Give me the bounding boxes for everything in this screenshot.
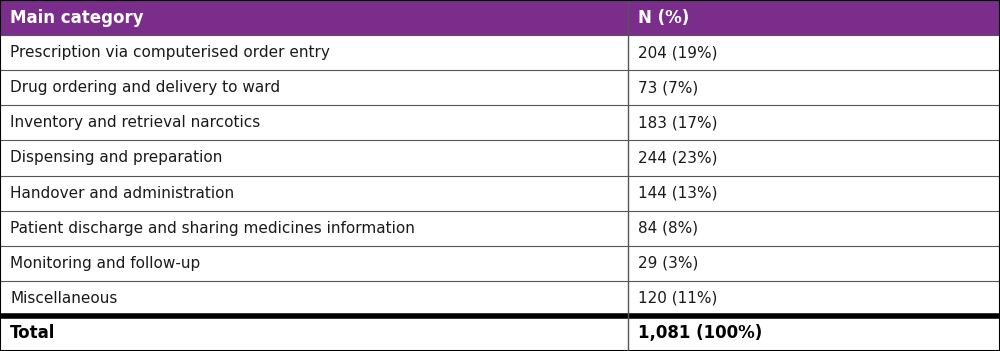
Text: 120 (11%): 120 (11%)	[638, 291, 717, 306]
Text: 183 (17%): 183 (17%)	[638, 115, 718, 130]
Text: Drug ordering and delivery to ward: Drug ordering and delivery to ward	[10, 80, 280, 95]
Bar	[0, 211, 1000, 246]
Bar	[0, 0, 1000, 35]
Text: Monitoring and follow-up: Monitoring and follow-up	[10, 256, 200, 271]
Text: Main category: Main category	[10, 8, 144, 27]
Text: 144 (13%): 144 (13%)	[638, 186, 718, 200]
Text: Miscellaneous: Miscellaneous	[10, 291, 117, 306]
Text: Dispensing and preparation: Dispensing and preparation	[10, 151, 222, 165]
Text: 244 (23%): 244 (23%)	[638, 151, 718, 165]
Bar	[0, 35, 1000, 70]
Text: 1,081 (100%): 1,081 (100%)	[638, 324, 762, 343]
Text: N (%): N (%)	[638, 8, 689, 27]
Text: 84 (8%): 84 (8%)	[638, 221, 698, 236]
Bar	[0, 246, 1000, 281]
Text: Inventory and retrieval narcotics: Inventory and retrieval narcotics	[10, 115, 260, 130]
Bar	[0, 316, 1000, 351]
Text: Patient discharge and sharing medicines information: Patient discharge and sharing medicines …	[10, 221, 415, 236]
Text: Total: Total	[10, 324, 55, 343]
Bar	[0, 281, 1000, 316]
Text: Handover and administration: Handover and administration	[10, 186, 234, 200]
Bar	[0, 105, 1000, 140]
Bar	[0, 176, 1000, 211]
Text: 73 (7%): 73 (7%)	[638, 80, 698, 95]
Bar	[0, 70, 1000, 105]
Text: 204 (19%): 204 (19%)	[638, 45, 718, 60]
Bar	[0, 140, 1000, 176]
Text: Prescription via computerised order entry: Prescription via computerised order entr…	[10, 45, 330, 60]
Text: 29 (3%): 29 (3%)	[638, 256, 698, 271]
